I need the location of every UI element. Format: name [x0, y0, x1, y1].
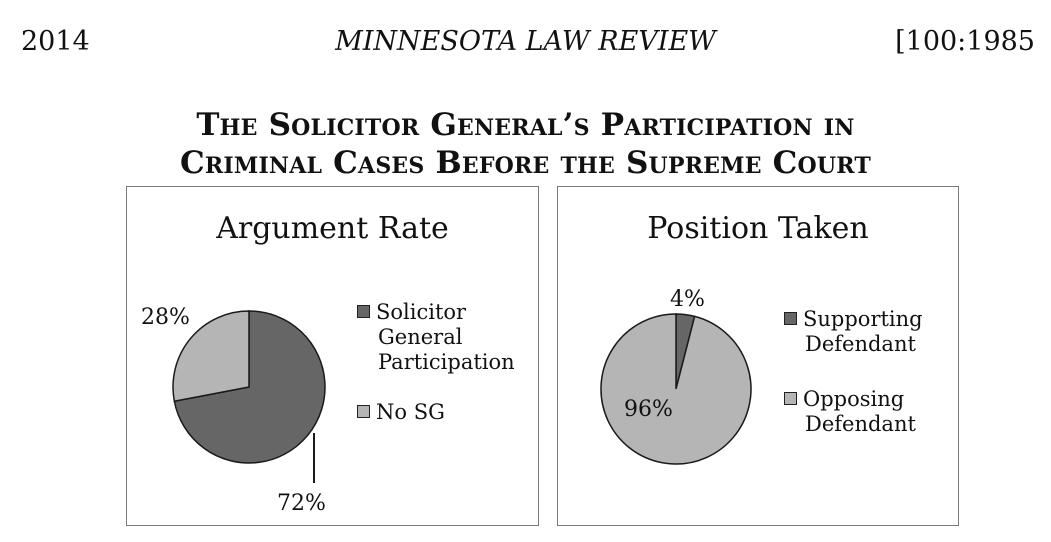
legend-swatch-light — [357, 405, 370, 418]
slice-label-72: 72% — [277, 491, 326, 516]
position-taken-panel: Position Taken 4% 96% Supporting Defenda… — [557, 186, 959, 526]
slice-label-4: 4% — [670, 287, 705, 312]
journal-name: MINNESOTA LAW REVIEW — [335, 26, 716, 57]
figure-title-line-1: The Solicitor General’s Participation in — [196, 107, 855, 143]
page-number: 2014 — [21, 26, 90, 57]
figure-title-line-2: Criminal Cases Before the Supreme Court — [180, 145, 871, 181]
position-taken-pie — [600, 313, 752, 465]
legend-text: Opposing — [803, 387, 905, 411]
legend-item-solicitor-general: Solicitor General Participation — [357, 300, 515, 375]
legend-item-opposing-defendant: Opposing Defendant — [784, 387, 916, 437]
figure-title: The Solicitor General’s Participation in… — [0, 106, 1051, 182]
legend-text: General — [378, 325, 463, 349]
legend-swatch-dark — [784, 312, 797, 325]
legend-text: Solicitor — [376, 300, 467, 324]
legend-text: No SG — [376, 400, 445, 424]
legend-item-supporting-defendant: Supporting Defendant — [784, 307, 923, 357]
legend-text: Defendant — [805, 332, 916, 356]
pie-slice-opposing-defendant — [600, 313, 752, 465]
legend-swatch-light — [784, 392, 797, 405]
argument-rate-panel: Argument Rate 28% 72% Solicitor General … — [126, 186, 539, 526]
slice-label-28: 28% — [141, 305, 190, 330]
argument-rate-title: Argument Rate — [216, 211, 449, 246]
legend-text: Supporting — [803, 307, 923, 331]
legend-text: Participation — [378, 350, 515, 374]
position-taken-title: Position Taken — [647, 211, 869, 246]
legend-swatch-dark — [357, 305, 370, 318]
running-header: 2014 MINNESOTA LAW REVIEW [100:1985 — [0, 26, 1051, 66]
pie-slice-no-sg — [172, 310, 250, 403]
slice-label-96: 96% — [624, 397, 673, 422]
legend-text: Defendant — [805, 412, 916, 436]
citation: [100:1985 — [895, 26, 1035, 57]
argument-rate-pie — [172, 310, 326, 483]
legend-item-no-sg: No SG — [357, 400, 445, 425]
